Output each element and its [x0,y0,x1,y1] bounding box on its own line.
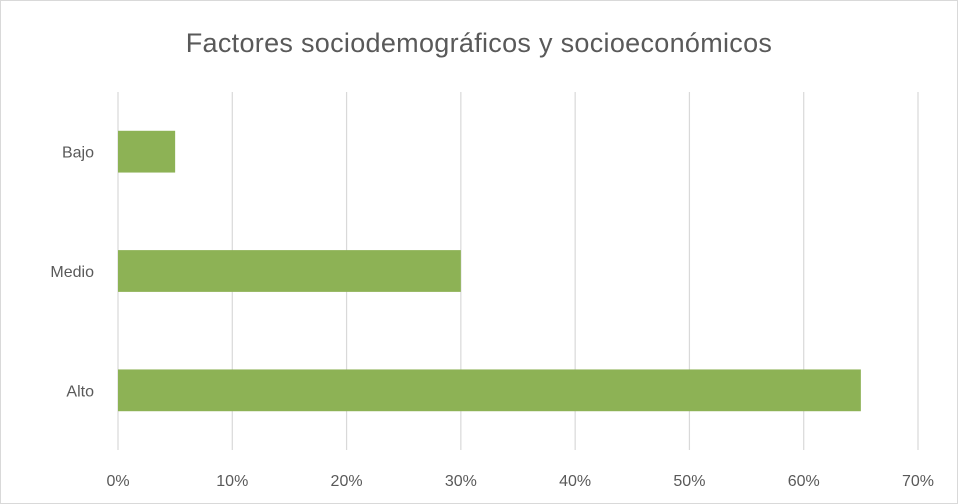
bar-medio [118,250,461,292]
x-tick-label: 10% [216,473,248,490]
category-label: Alto [66,383,94,400]
bar-bajo [118,130,176,173]
bars [118,130,861,412]
category-label: Medio [50,264,94,281]
chart-title: Factores sociodemográficos y socioeconóm… [185,28,773,58]
bar-alto [118,369,861,412]
x-tick-label: 40% [559,473,591,490]
x-tick-label: 0% [106,473,129,490]
x-tick-label: 70% [902,473,934,490]
category-label: Bajo [62,145,94,162]
x-tick-labels: 0% 10% 20% 30% 40% 50% 60% 70% [106,473,934,490]
x-tick-label: 50% [673,473,705,490]
x-tick-label: 20% [331,473,363,490]
x-tick-label: 60% [788,473,820,490]
x-tick-label: 30% [445,473,477,490]
category-labels: Bajo Medio Alto [50,145,94,401]
